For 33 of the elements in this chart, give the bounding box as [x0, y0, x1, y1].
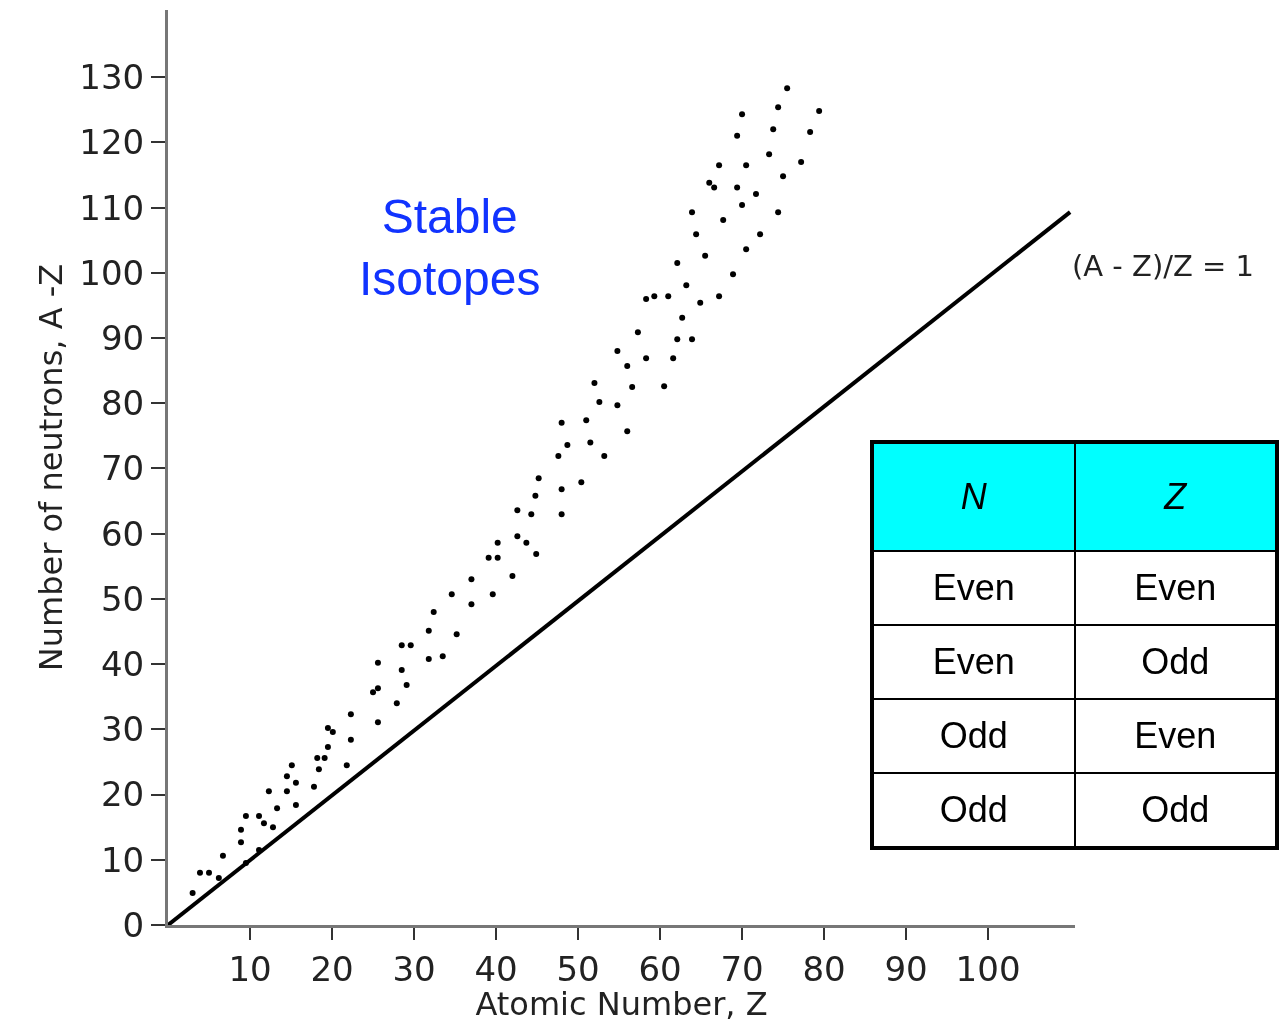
category-label: N [872, 442, 1075, 551]
y-tick-label: 80 [100, 383, 145, 424]
y-tick-label: 0 [122, 904, 145, 945]
x-tick-label: 80 [802, 948, 846, 989]
y-tick-label: 110 [79, 187, 145, 228]
x-tick-label: 90 [884, 948, 928, 989]
y-tick-label: 90 [100, 317, 145, 358]
x-tick-label: 100 [955, 948, 1021, 989]
text: Odd [939, 715, 1008, 756]
annotation: Stable Isotopes [359, 190, 541, 306]
annotation: (A - Z)/Z = 1 [1072, 249, 1255, 283]
y-tick-label: 100 [79, 252, 145, 293]
y-axis-title: Number of neutrons, A -Z [31, 263, 70, 672]
text: Odd [1141, 789, 1210, 830]
x-tick-label: 20 [310, 948, 354, 989]
y-tick-label: 130 [79, 57, 145, 98]
y-tick-label: 10 [100, 839, 145, 880]
y-tick-label: 120 [79, 122, 145, 163]
y-tick-label: 60 [100, 513, 145, 554]
category-label: Z [1074, 442, 1277, 551]
y-tick-label: 40 [100, 644, 145, 685]
x-tick-label: 10 [228, 948, 272, 989]
x-tick-label: 30 [392, 948, 436, 989]
text: Even [1134, 567, 1217, 608]
y-tick-label: 70 [100, 448, 145, 489]
y-tick-label: 50 [100, 578, 145, 619]
y-tick-label: 30 [100, 709, 145, 750]
y-tick-label: 20 [100, 774, 145, 815]
text: Odd [939, 789, 1008, 830]
text: Even [1134, 715, 1217, 756]
text: Odd [1141, 641, 1210, 682]
text: Even [932, 641, 1015, 682]
text: Even [932, 567, 1015, 608]
